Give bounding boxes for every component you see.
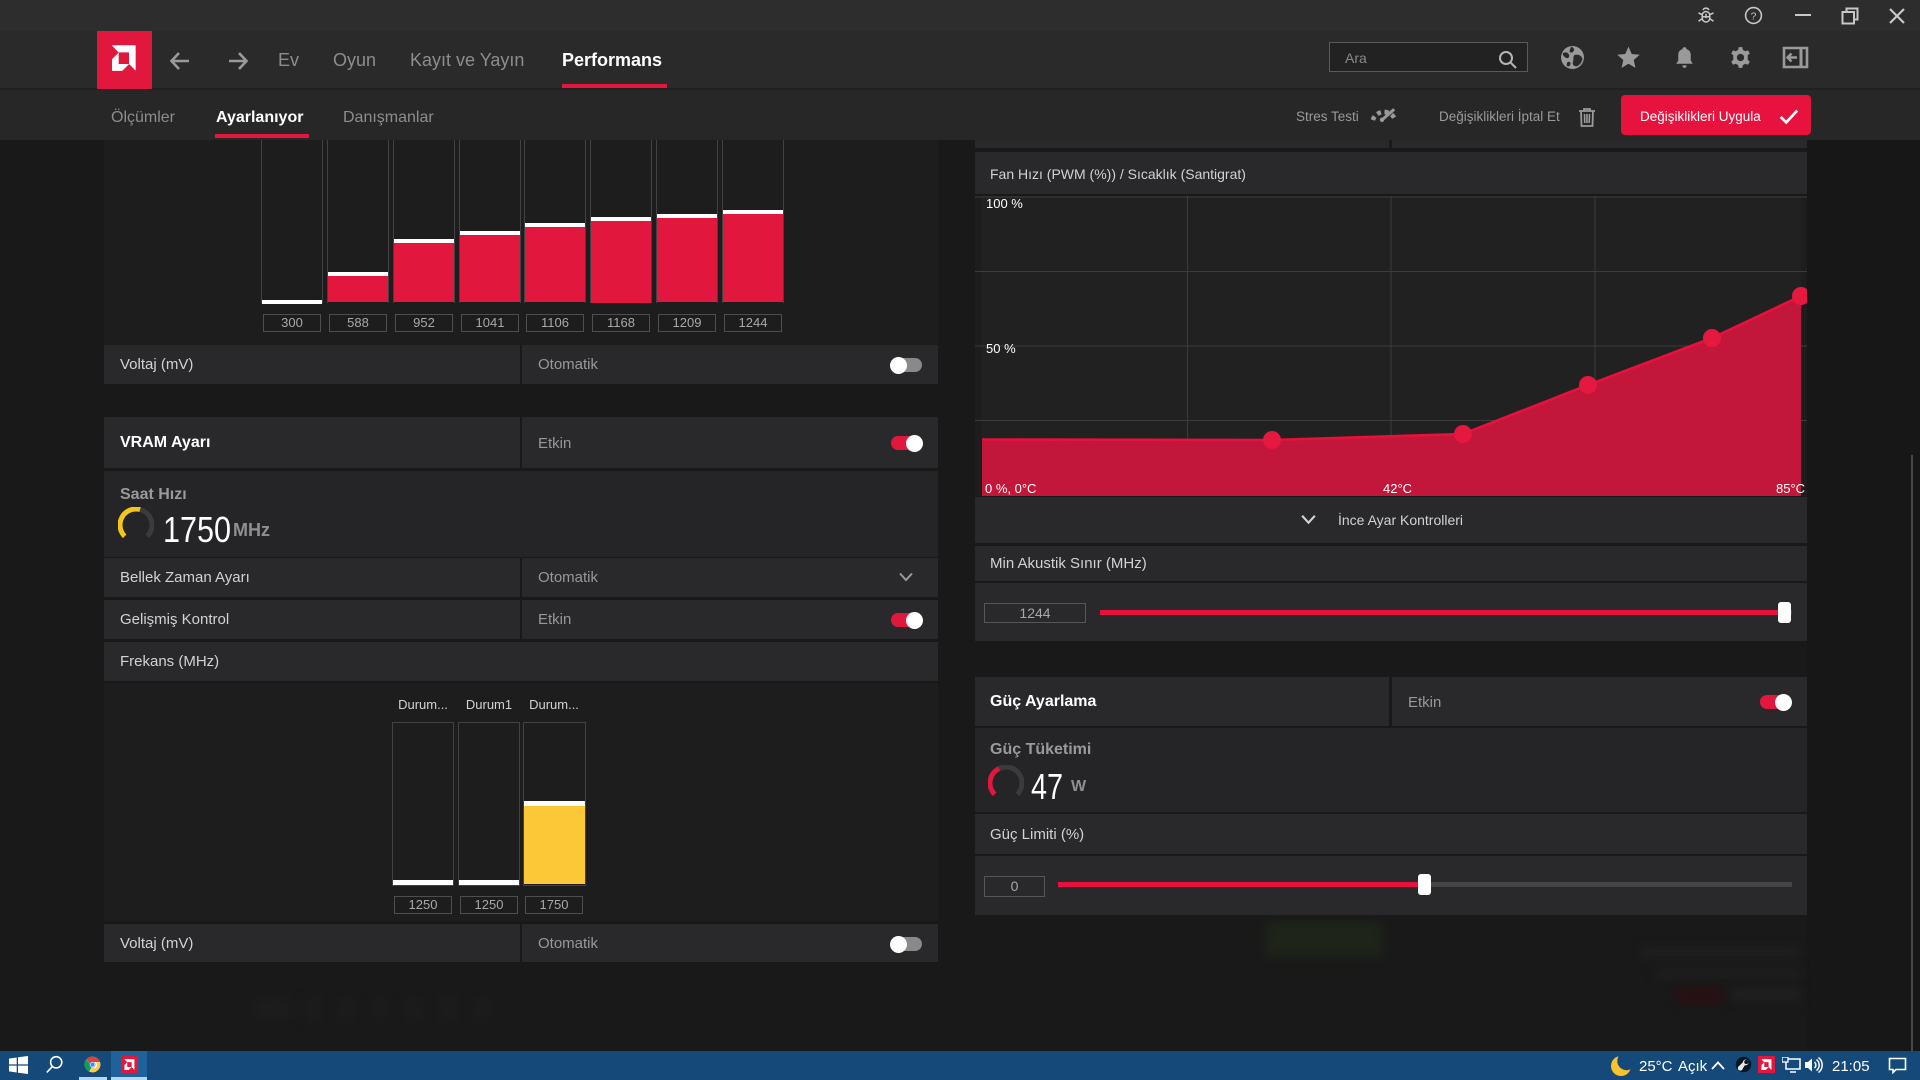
svg-text:42°C: 42°C: [1383, 481, 1412, 496]
svg-text:0 %, 0°C: 0 %, 0°C: [985, 481, 1036, 496]
svg-text:?: ?: [1751, 11, 1757, 22]
svg-text:85°C: 85°C: [1776, 481, 1805, 496]
svg-text:50 %: 50 %: [986, 341, 1016, 356]
svg-text:100 %: 100 %: [986, 196, 1023, 211]
